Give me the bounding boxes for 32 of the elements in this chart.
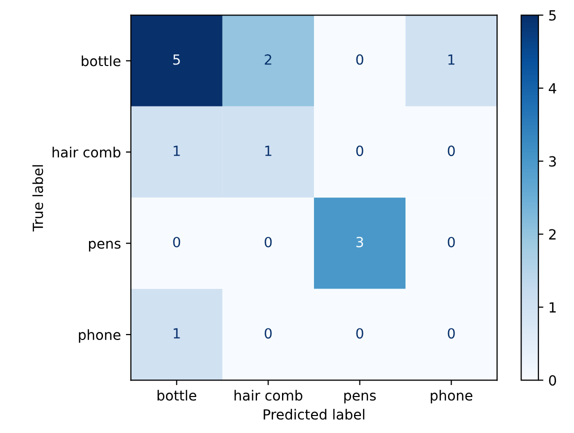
data-label: 0 [448,328,455,339]
data-label: 0 [448,146,455,156]
data-label: 3 [356,236,364,248]
color-bar-label: 0 [549,375,556,386]
data-label: 1 [174,328,180,338]
y-axis-title: True label [32,165,44,232]
x-tick-label: hair comb [234,390,302,401]
x-tick-label: pens [344,392,376,404]
color-bar-label: 5 [549,10,556,21]
data-label: 0 [356,54,364,65]
data-label: 1 [448,54,454,65]
data-label: 1 [265,146,272,156]
data-label: 0 [448,236,455,248]
data-label: 0 [356,146,364,156]
y-tick-label: phone [78,329,120,343]
x-axis-title: Predicted label [264,408,364,420]
y-tick-label: hair comb [52,146,120,158]
color-bar-label: 3 [549,156,556,167]
data-label: 2 [264,54,272,65]
data-label: 0 [356,328,364,339]
x-tick-label: phone [430,390,472,404]
data-label: 0 [173,236,180,248]
color-bar-label: 1 [550,302,556,312]
data-label: 0 [264,236,272,248]
y-tick-label: pens [89,240,120,252]
data-label: 0 [264,328,272,339]
color-bar-label: 2 [549,229,556,240]
y-tick-label: bottle [82,56,120,66]
data-label: 1 [174,146,180,156]
data-label: 5 [173,54,180,65]
color-bar-label: 4 [548,83,556,94]
x-tick-label: bottle [158,390,196,401]
